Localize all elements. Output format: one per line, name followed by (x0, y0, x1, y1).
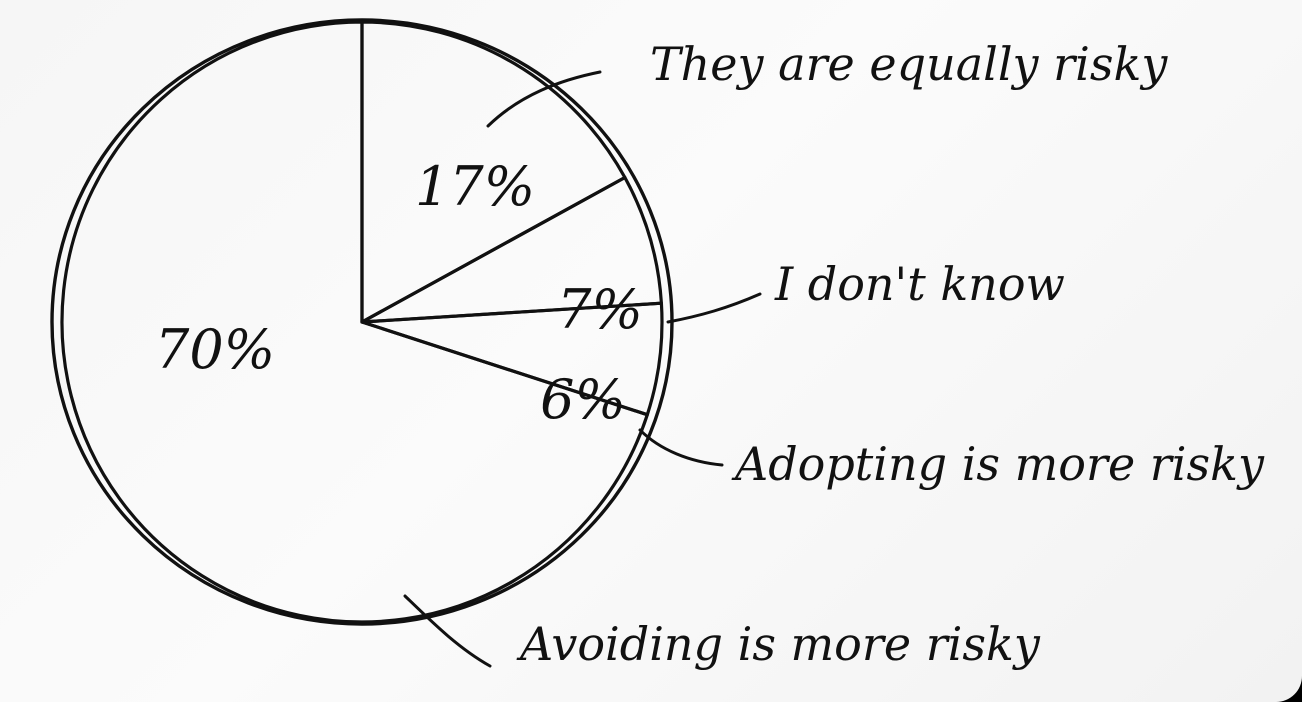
category-label-adopting-risky: Adopting is more risky (731, 437, 1265, 491)
category-label-avoiding-risky: Avoiding is more risky (516, 617, 1041, 671)
leader-line-equally-risky (486, 70, 602, 128)
value-label-avoiding-risky: 70% (155, 318, 275, 381)
value-label-dont-know: 7% (557, 278, 643, 341)
leader-line-dont-know (666, 292, 762, 324)
value-label-equally-risky: 17% (415, 155, 535, 218)
leader-line-adopting-risky (638, 428, 724, 467)
pie-slice-dont-know (360, 175, 663, 324)
leader-lines (403, 70, 762, 668)
category-label-equally-risky: They are equally risky (650, 37, 1168, 91)
leader-line-avoiding-risky (403, 594, 492, 668)
value-label-adopting-risky: 6% (540, 368, 626, 431)
pie-slice-equally-risky (360, 20, 627, 324)
category-label-dont-know: I don't know (774, 257, 1065, 311)
pie-slice-avoiding-risky (60, 20, 649, 624)
value-labels: 17% 7% 6% 70% (155, 155, 643, 431)
category-labels: They are equally risky I don't know Adopti… (516, 37, 1265, 671)
